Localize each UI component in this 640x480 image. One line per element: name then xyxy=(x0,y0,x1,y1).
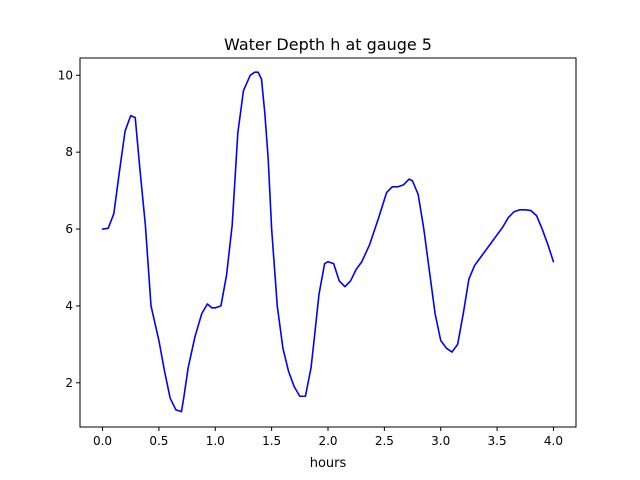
x-tick-label: 2.5 xyxy=(375,434,394,448)
chart-title: Water Depth h at gauge 5 xyxy=(224,35,432,54)
x-tick-label: 0.0 xyxy=(93,434,112,448)
x-tick-label: 3.5 xyxy=(488,434,507,448)
y-tick-label: 2 xyxy=(65,376,73,390)
y-axis: 2 4 6 8 10 xyxy=(58,68,80,390)
x-tick-label: 1.0 xyxy=(206,434,225,448)
x-axis: 0.0 0.5 1.0 1.5 2.0 2.5 3.0 3.5 4.0 xyxy=(93,427,563,448)
x-tick-label: 4.0 xyxy=(544,434,563,448)
series-line-0 xyxy=(101,71,555,413)
x-tick-label: 2.0 xyxy=(318,434,337,448)
y-tick-label: 10 xyxy=(58,68,73,82)
plot-area xyxy=(101,71,555,413)
y-tick-label: 8 xyxy=(65,145,73,159)
x-tick-label: 0.5 xyxy=(149,434,168,448)
y-tick-label: 6 xyxy=(65,222,73,236)
x-tick-label: 1.5 xyxy=(262,434,281,448)
x-axis-label: hours xyxy=(310,456,347,471)
y-tick-label: 4 xyxy=(65,299,73,313)
x-tick-label: 3.0 xyxy=(431,434,450,448)
